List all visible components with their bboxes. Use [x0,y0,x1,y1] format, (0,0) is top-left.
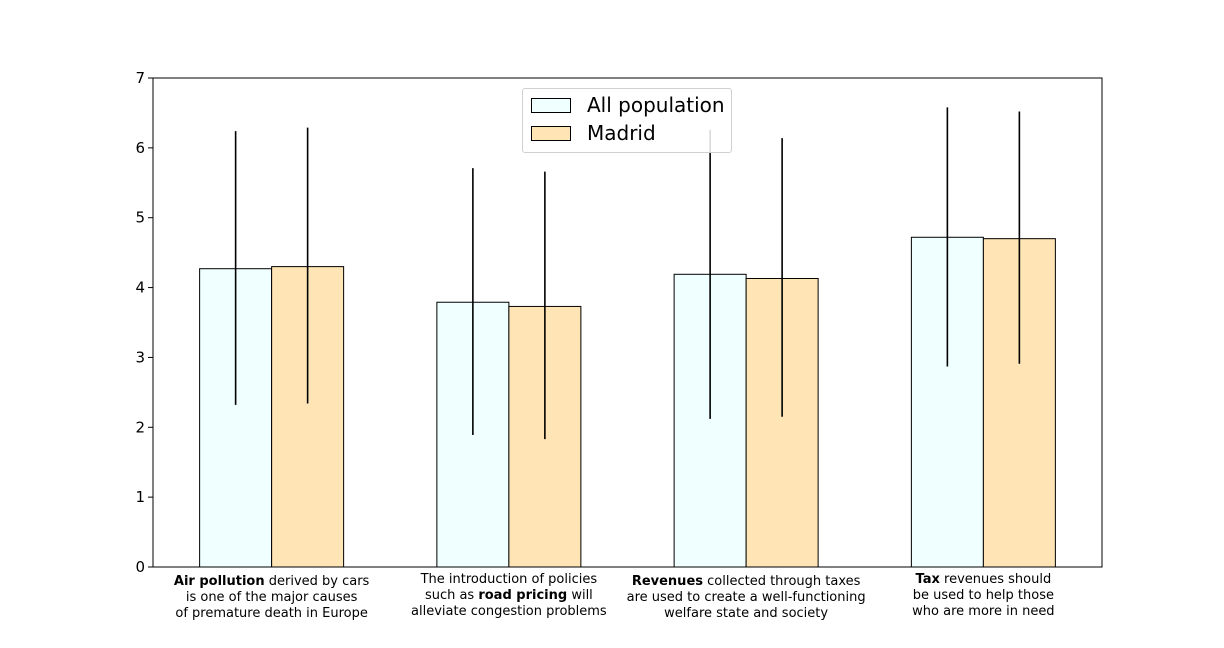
error-bars-layer [234,107,1021,440]
x-category-label-2: Revenues collected through taxes are used… [626,574,866,621]
x-category-label-3: Tax revenues should be used to help those… [912,572,1055,619]
y-tick-label-3: 3 [135,348,145,366]
x-category-label-0: Air pollution derived by cars is one of t… [173,574,370,621]
y-tick-label-5: 5 [135,209,145,227]
legend-label-madrid: Madrid [587,121,656,145]
y-tick-label-6: 6 [135,139,145,157]
legend-item-madrid: Madrid [531,121,656,145]
legend-swatch-all-population [531,97,571,113]
y-tick-label-7: 7 [135,69,145,87]
y-tick-label-0: 0 [135,558,145,576]
legend-item-all-population: All population [531,93,725,117]
y-tick-label-2: 2 [135,418,145,436]
x-category-label-1: The introduction of policies such as road… [411,572,607,619]
y-tick-label-1: 1 [135,488,145,506]
legend-swatch-madrid [531,125,571,141]
y-axis: 0 1 2 3 4 5 6 7 [135,69,153,576]
legend-label-all-population: All population [587,93,725,117]
y-tick-label-4: 4 [135,279,145,297]
plot-frame [152,77,1103,568]
legend: All population Madrid [522,88,732,153]
bars-layer [199,236,1056,568]
